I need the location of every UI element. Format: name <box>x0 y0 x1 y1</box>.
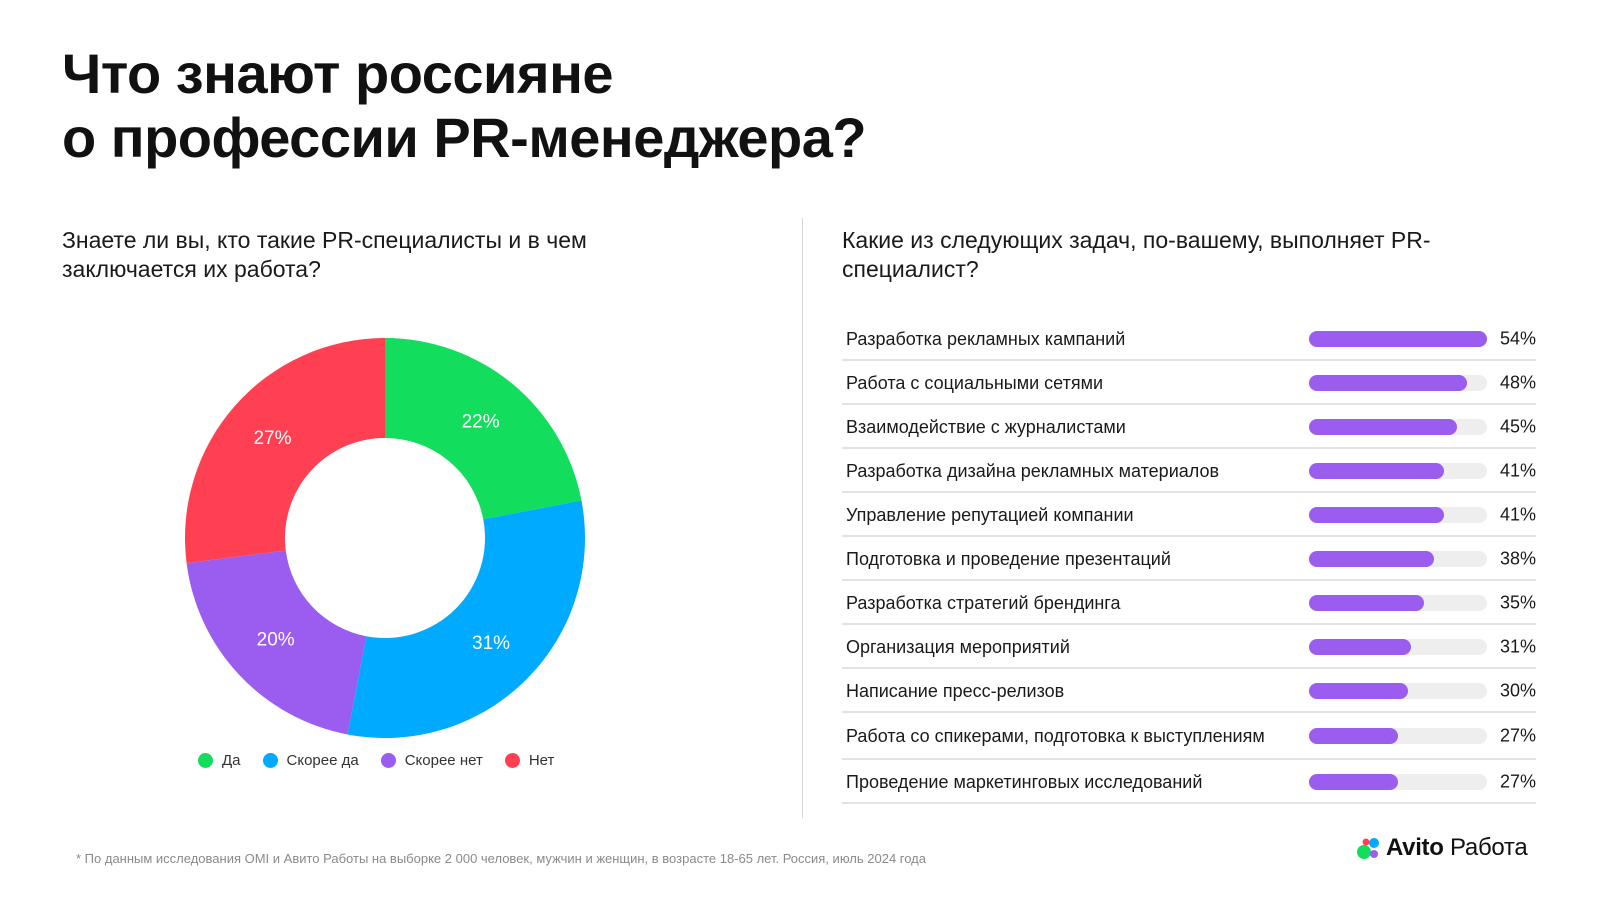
bar-fill <box>1309 638 1412 655</box>
bar-track <box>1309 374 1487 391</box>
donut-slice-4 <box>185 338 385 564</box>
bar-category-label: Написание пресс-релизов <box>846 680 1065 701</box>
bar-value-label: 41% <box>1499 504 1536 524</box>
bar-track <box>1309 594 1487 611</box>
donut-slice-1 <box>385 338 582 520</box>
bar-value-label: 27% <box>1499 725 1536 746</box>
bar-fill <box>1309 506 1445 523</box>
bar-value-label: 38% <box>1499 548 1536 568</box>
bar-fill <box>1309 418 1458 435</box>
bar-category-label: Работа с социальными сетями <box>846 372 1104 393</box>
donut-slice-3 <box>186 550 367 735</box>
bar-row: Разработка рекламных кампаний 54% <box>842 318 1536 361</box>
donut-slice-label-3: 20% <box>257 630 295 651</box>
bar-value-label: 27% <box>1499 771 1536 791</box>
column-divider <box>802 218 803 818</box>
bar-fill <box>1309 728 1398 744</box>
bar-value-label: 54% <box>1499 328 1536 348</box>
footnote: * По данным исследования OMI и Авито Раб… <box>76 851 926 866</box>
bar-row: Работа с социальными сетями 48% <box>842 362 1536 405</box>
bar-row: Подготовка и проведение презентаций 38% <box>842 538 1536 581</box>
bar-category-label: Работа со спикерами, подготовка к выступ… <box>846 726 1265 746</box>
logo-dot-1 <box>1357 845 1371 859</box>
legend-label: Скорее да <box>286 752 359 769</box>
logo-dot-4 <box>1362 838 1370 846</box>
bar-row: Написание пресс-релизов 30% <box>842 670 1536 713</box>
bar-fill <box>1309 594 1425 611</box>
legend-item-1: Да <box>198 752 241 769</box>
donut-slice-label-2: 31% <box>472 633 510 654</box>
bar-category-label: Взаимодействие с журналистами <box>846 416 1126 437</box>
donut-chart: 22% 31% 20% 27% <box>185 338 585 738</box>
legend-dot-icon <box>262 753 278 768</box>
avito-rabota-logo: Avito Работа <box>1356 834 1528 862</box>
donut-slice-label-4: 27% <box>253 428 291 449</box>
logo-brand: Avito <box>1386 834 1444 861</box>
bar-track <box>1309 638 1487 655</box>
title-line-1: Что знают россияне <box>62 42 614 105</box>
legend-label: Нет <box>528 752 555 769</box>
legend-item-3: Скорее нет <box>380 752 483 769</box>
legend-dot-icon <box>504 753 520 768</box>
bar-row: Разработка стратегий брендинга 35% <box>842 582 1536 625</box>
bar-track <box>1309 462 1487 479</box>
bar-track <box>1309 682 1487 699</box>
logo-text: Avito Работа <box>1386 834 1528 862</box>
bar-category-label: Организация мероприятий <box>846 636 1070 657</box>
bar-category-label: Проведение маркетинговых исследований <box>846 771 1203 792</box>
bar-value-label: 41% <box>1499 460 1536 480</box>
bar-row: Работа со спикерами, подготовка к выступ… <box>842 714 1536 760</box>
logo-dot-2 <box>1369 838 1379 848</box>
bar-chart: Разработка рекламных кампаний 54% Работа с… <box>842 318 1536 805</box>
bar-fill <box>1309 462 1445 479</box>
donut-slice-2 <box>347 500 585 738</box>
right-question: Какие из следующих задач, по-вашему, вып… <box>842 227 1431 282</box>
bar-track <box>1309 330 1487 347</box>
legend-label: Да <box>222 752 241 769</box>
donut-slice-label-1: 22% <box>462 411 500 432</box>
bar-track <box>1309 418 1487 435</box>
bar-row: Организация мероприятий 31% <box>842 626 1536 669</box>
bar-fill <box>1309 682 1408 699</box>
bar-value-label: 31% <box>1499 636 1536 656</box>
bar-category-label: Разработка дизайна рекламных материалов <box>846 460 1220 481</box>
legend-label: Скорее нет <box>404 752 483 769</box>
legend-dot-icon <box>198 753 213 768</box>
bar-row: Взаимодействие с журналистами 45% <box>842 406 1536 449</box>
bar-fill <box>1309 374 1468 391</box>
bar-fill <box>1309 550 1435 567</box>
legend-dot-icon <box>380 753 396 768</box>
bar-track <box>1309 728 1487 744</box>
bar-category-label: Разработка стратегий брендинга <box>846 592 1121 613</box>
bar-category-label: Управление репутацией компании <box>846 504 1134 525</box>
bar-category-label: Разработка рекламных кампаний <box>846 328 1126 349</box>
bar-row: Разработка дизайна рекламных материалов 4… <box>842 450 1536 493</box>
bar-value-label: 48% <box>1499 372 1536 392</box>
logo-product: Работа <box>1450 834 1528 861</box>
bar-row: Управление репутацией компании 41% <box>842 494 1536 537</box>
legend-item-2: Скорее да <box>262 752 359 769</box>
donut-legend: Да Скорее да Скорее нет Нет <box>198 752 554 769</box>
bar-category-label: Подготовка и проведение презентаций <box>846 548 1171 569</box>
bar-fill <box>1309 330 1487 347</box>
bar-fill <box>1309 773 1398 790</box>
logo-dot-3 <box>1370 850 1378 858</box>
bar-value-label: 35% <box>1499 592 1536 612</box>
title-line-2: о профессии PR-менеджера? <box>62 106 867 169</box>
bar-value-label: 45% <box>1499 416 1536 436</box>
left-question: Знаете ли вы, кто такие PR-специалисты и… <box>62 227 587 282</box>
avito-dots-icon <box>1357 838 1379 859</box>
bar-value-label: 30% <box>1499 680 1536 700</box>
bar-track <box>1309 506 1487 523</box>
bar-track <box>1309 550 1487 567</box>
bar-row: Проведение маркетинговых исследований 27% <box>842 761 1536 804</box>
legend-item-4: Нет <box>504 752 555 769</box>
page-title: Что знают россияне о профессии PR-менедж… <box>62 42 867 170</box>
bar-track <box>1309 773 1487 790</box>
